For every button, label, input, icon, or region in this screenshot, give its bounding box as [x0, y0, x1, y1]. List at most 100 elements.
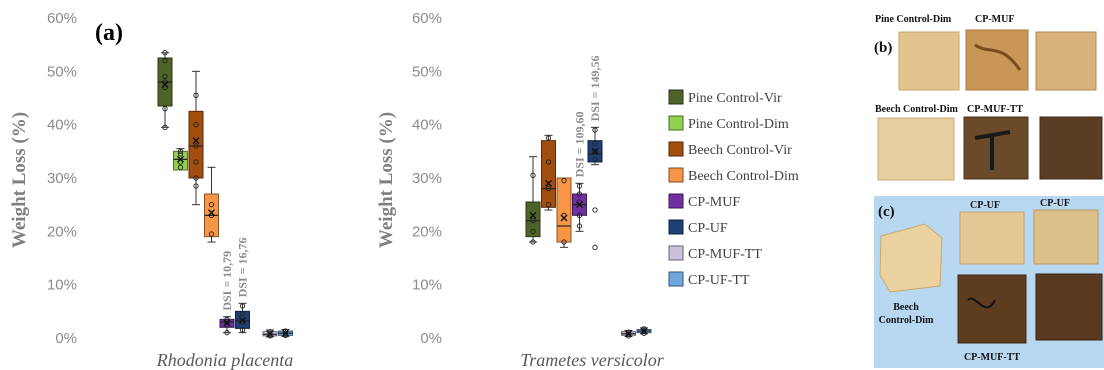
wood-sample-pine-control-dim — [898, 31, 960, 91]
box-cp-muf-trametes — [572, 182, 587, 232]
chart-legend: Pine Control-Vir Pine Control-Dim Beech Co… — [668, 89, 799, 288]
legend-swatch — [668, 141, 684, 157]
box-cp-muf-rhodonia — [219, 316, 235, 336]
box-rect — [173, 150, 188, 171]
dsi-annotation: DSI = 109,60 — [573, 111, 587, 177]
photo-panel-c-letter: (c) — [878, 204, 895, 220]
box-rect — [188, 110, 204, 179]
photo-label-cp-muf-tt-c: CP-MUF-TT — [964, 352, 1020, 363]
data-point — [267, 331, 273, 337]
y-tick-label-rhodonia: 10% — [47, 277, 77, 294]
wood-grain-mark — [974, 43, 1022, 71]
mean-marker — [591, 147, 599, 155]
data-point — [177, 148, 184, 154]
data-point — [576, 212, 583, 218]
box-pine-control-vir-trametes — [525, 156, 541, 245]
data-point — [193, 159, 199, 165]
mean-marker — [625, 330, 632, 338]
data-point — [224, 319, 230, 325]
y-tick-label-rhodonia: 60% — [47, 10, 77, 27]
legend-swatch — [668, 219, 684, 235]
data-point — [193, 92, 199, 98]
mean-marker — [576, 201, 583, 209]
box-cp-muf-tt-rhodonia — [262, 328, 278, 339]
data-point — [592, 140, 598, 146]
mean-marker — [192, 137, 200, 145]
data-point — [177, 164, 184, 170]
data-point — [530, 172, 536, 178]
photo-label-cp-uf-1: CP-UF — [970, 200, 1000, 211]
data-point — [193, 183, 199, 189]
legend-swatch — [668, 115, 684, 131]
y-axis-label-trametes: Weight Loss (%) — [376, 112, 397, 248]
wood-sample-cp-muf — [965, 29, 1029, 91]
legend-swatch — [668, 271, 684, 287]
chart-panel-trametes: Trametes versicolor Weight Loss (%) 0% 10… — [376, 10, 665, 370]
dsi-annotation: DSI = 149,56 — [588, 55, 602, 121]
dsi-annotation: DSI = 10,79 — [220, 251, 234, 311]
mean-marker — [161, 81, 169, 89]
data-point — [224, 330, 230, 336]
legend-label: CP-UF — [688, 221, 728, 236]
box-cp-uf-tt-trametes — [636, 326, 652, 336]
mean-marker — [640, 327, 648, 335]
legend-swatch — [668, 193, 684, 209]
wood-sample-c-cp-uf-2 — [1033, 209, 1099, 265]
data-point — [224, 316, 230, 322]
photo-label-cp-muf: CP-MUF — [975, 14, 1014, 25]
mean-marker — [560, 214, 568, 222]
mean-marker — [177, 155, 184, 163]
photo-label-pine-control-dim: Pine Control-Dim — [875, 14, 952, 25]
legend-label: CP-MUF-TT — [688, 247, 762, 262]
data-point — [576, 191, 583, 197]
data-point — [545, 186, 552, 192]
data-point — [576, 183, 583, 189]
y-tick-label-trametes: 10% — [412, 277, 442, 294]
data-point — [561, 239, 567, 245]
y-tick-label-trametes: 30% — [412, 170, 442, 187]
marker-t-mark — [974, 130, 1011, 170]
data-point — [162, 106, 168, 112]
box-beech-control-dim-rhodonia — [204, 166, 219, 243]
box-pine-control-dim-rhodonia — [173, 148, 188, 171]
y-tick-label-rhodonia: 50% — [47, 63, 77, 80]
data-point — [545, 202, 552, 208]
photo-label-beech-control-dim: Beech Control-Dim — [875, 104, 959, 115]
photo-panels: (b) Pine Control-Dim CP-MUF Beech Contro… — [868, 4, 1104, 368]
y-tick-label-trametes: 50% — [412, 63, 442, 80]
y-tick-label-trametes: 20% — [412, 223, 442, 240]
box-beech-control-vir-trametes — [541, 134, 556, 211]
data-point — [239, 311, 246, 317]
legend-swatch — [668, 89, 684, 105]
data-point — [530, 228, 536, 234]
data-point — [625, 331, 632, 337]
mean-marker — [266, 330, 274, 338]
wood-sample-c-cp-muf-tt — [957, 274, 1027, 344]
x-axis-label-trametes: Trametes versicolor — [520, 350, 664, 370]
data-point — [193, 143, 199, 149]
panel-label-a: (a) — [95, 20, 123, 46]
wood-sample-cp-muf-2 — [1035, 31, 1097, 91]
marker-scribble — [967, 297, 996, 309]
data-point — [641, 328, 647, 334]
data-point — [208, 231, 215, 237]
data-point — [592, 156, 598, 162]
box-beech-control-vir-rhodonia — [188, 70, 204, 206]
wood-sample-c-cp-uf-1 — [959, 211, 1025, 265]
box-cp-uf-trametes — [587, 126, 603, 250]
legend-label: Beech Control-Dim — [688, 169, 799, 184]
data-point — [193, 122, 199, 128]
wood-sample-c-dark — [1035, 273, 1103, 341]
legend-label: Pine Control-Dim — [688, 117, 789, 132]
box-cp-uf-rhodonia — [235, 302, 250, 334]
photo-label-cp-muf-tt: CP-MUF-TT — [967, 104, 1023, 115]
data-point — [545, 135, 552, 141]
box-rect — [556, 177, 572, 243]
data-point — [282, 330, 289, 336]
data-point — [208, 202, 215, 208]
legend-swatch — [668, 245, 684, 261]
data-point — [162, 58, 168, 64]
y-tick-label-trametes: 0% — [420, 330, 442, 347]
data-point — [239, 327, 246, 333]
